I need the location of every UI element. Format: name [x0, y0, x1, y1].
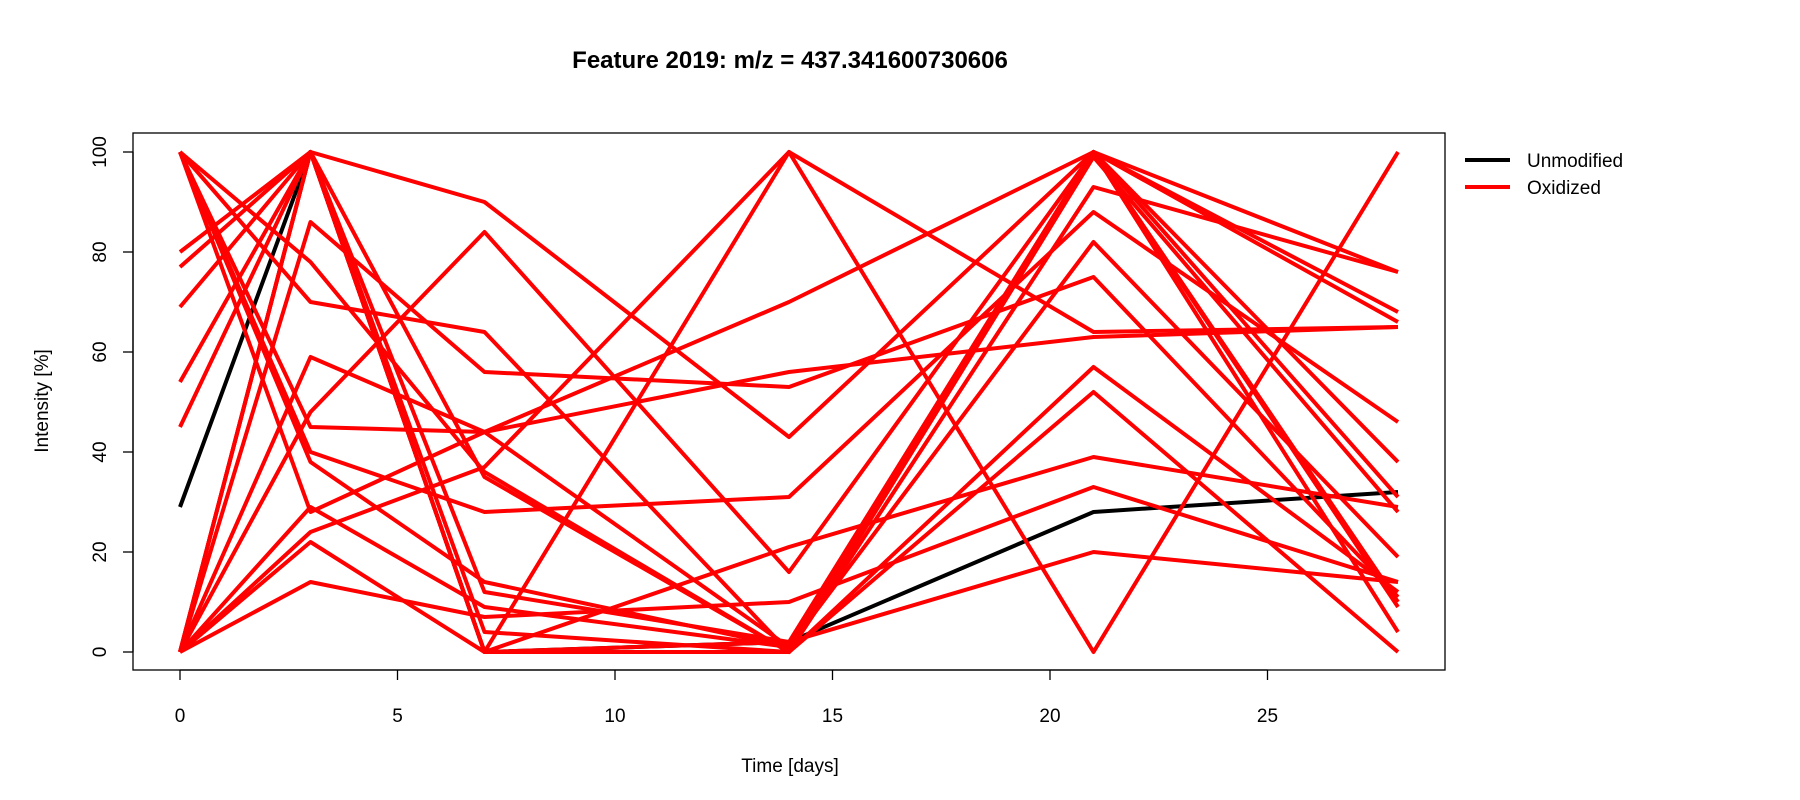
series-line-oxidized-14 — [178, 150, 1400, 653]
y-tick-label: 80 — [90, 241, 111, 262]
series-line-oxidized-12 — [178, 220, 1400, 653]
series-line-oxidized-17 — [178, 455, 1399, 654]
y-axis: 0 20 40 60 80 100 — [90, 136, 134, 658]
series-layer — [178, 150, 1400, 654]
series-line-oxidized-18 — [179, 485, 1399, 654]
series-line-oxidized-13 — [178, 240, 1400, 653]
series-line-oxidized-8 — [178, 150, 1399, 654]
y-tick-label: 20 — [90, 541, 111, 562]
series-line-oxidized-16 — [178, 150, 1400, 654]
x-axis: 0 5 10 15 20 25 — [175, 669, 1278, 727]
legend: Unmodified Oxidized — [1465, 151, 1623, 199]
x-tick-label: 20 — [1039, 706, 1060, 727]
x-tick-label: 5 — [392, 706, 403, 727]
series-line-oxidized-15 — [178, 150, 1400, 654]
series-line-oxidized-21 — [178, 150, 1400, 654]
chart-title: Feature 2019: m/z = 437.341600730606 — [572, 47, 1008, 74]
y-tick-label: 40 — [90, 441, 111, 462]
x-tick-label: 0 — [175, 706, 186, 727]
x-axis-label: Time [days] — [741, 756, 839, 777]
legend-label-unmodified: Unmodified — [1527, 151, 1623, 172]
legend-label-oxidized: Oxidized — [1527, 178, 1601, 199]
y-axis-label: Intensity [%] — [32, 349, 53, 453]
y-tick-label: 100 — [90, 136, 111, 168]
series-line-oxidized-10 — [178, 150, 1400, 464]
x-tick-label: 25 — [1257, 706, 1278, 727]
x-tick-label: 15 — [822, 706, 843, 727]
x-tick-label: 10 — [604, 706, 625, 727]
y-tick-label: 60 — [90, 341, 111, 362]
y-tick-label: 0 — [90, 647, 111, 658]
